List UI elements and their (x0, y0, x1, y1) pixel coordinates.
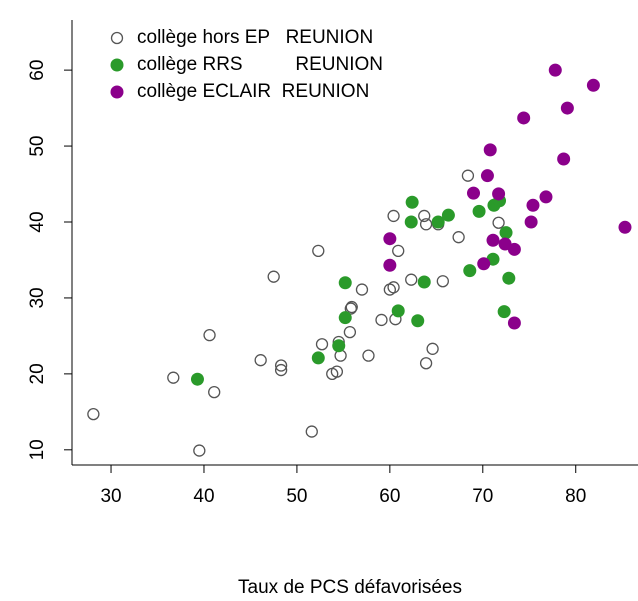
point (436, 275, 449, 288)
y-tick-label: 30 (27, 287, 48, 308)
point (499, 226, 513, 240)
point (418, 209, 431, 223)
point (355, 283, 369, 296)
point (461, 169, 475, 182)
point (618, 220, 632, 234)
point (391, 304, 405, 318)
legend-symbol (110, 58, 124, 72)
point (405, 195, 419, 209)
point (405, 273, 418, 286)
y-tick-label: 20 (27, 363, 48, 384)
x-tick-label: 30 (100, 486, 121, 507)
point (305, 425, 318, 438)
point (362, 349, 375, 362)
x-tick-label: 50 (286, 486, 307, 507)
y-tick-label: 40 (27, 211, 48, 232)
legend-symbol (110, 85, 124, 99)
point (338, 276, 352, 290)
point (87, 407, 100, 421)
point (452, 231, 465, 244)
point (193, 444, 206, 457)
y-tick-label: 60 (27, 60, 48, 81)
point (539, 190, 553, 204)
point (387, 281, 400, 294)
x-tick-label: 40 (193, 486, 214, 507)
point (524, 215, 538, 229)
point (497, 305, 511, 319)
point (404, 215, 418, 229)
point (375, 313, 388, 327)
point (254, 354, 267, 367)
x-tick-label: 80 (565, 486, 586, 507)
point (517, 111, 531, 125)
point (203, 328, 216, 342)
x-tick-label: 60 (379, 486, 400, 507)
point (383, 258, 397, 272)
point (312, 244, 325, 258)
point (344, 302, 357, 315)
point (419, 218, 433, 231)
point (483, 143, 497, 157)
point (463, 264, 477, 278)
point (557, 152, 571, 166)
point (274, 359, 288, 372)
y-tick-label: 50 (27, 135, 48, 156)
point (472, 204, 486, 218)
point (190, 372, 204, 386)
legend-symbol (110, 31, 124, 45)
point (387, 209, 400, 223)
point (274, 363, 288, 377)
point (492, 187, 506, 201)
point (167, 371, 180, 384)
point (311, 351, 325, 365)
point (345, 300, 358, 314)
point (560, 101, 574, 115)
point (431, 215, 445, 229)
x-tick-label: 70 (472, 486, 493, 507)
point (507, 316, 521, 330)
point (343, 325, 357, 339)
point (507, 242, 521, 256)
legend-label: collège ECLAIR REUNION (137, 81, 369, 102)
point (477, 257, 491, 271)
point (383, 232, 397, 246)
legend-label: collège hors EP REUNION (137, 27, 373, 48)
x-axis-label: Taux de PCS défavorisées (238, 577, 462, 598)
point (411, 314, 425, 328)
point (315, 338, 329, 351)
point (486, 233, 500, 247)
point (338, 311, 352, 325)
point (267, 270, 280, 283)
point (586, 78, 600, 92)
point (417, 275, 431, 289)
point (426, 342, 439, 355)
point (330, 365, 344, 378)
point (441, 208, 455, 222)
point (480, 169, 494, 183)
point (392, 244, 405, 258)
point (502, 271, 516, 285)
point (208, 385, 221, 399)
point (332, 339, 346, 353)
point (548, 63, 562, 77)
point (419, 357, 433, 370)
point (466, 186, 480, 200)
point (492, 216, 505, 229)
point (526, 198, 540, 212)
legend-label: collège RRS REUNION (137, 54, 383, 75)
y-tick-label: 10 (27, 439, 48, 460)
